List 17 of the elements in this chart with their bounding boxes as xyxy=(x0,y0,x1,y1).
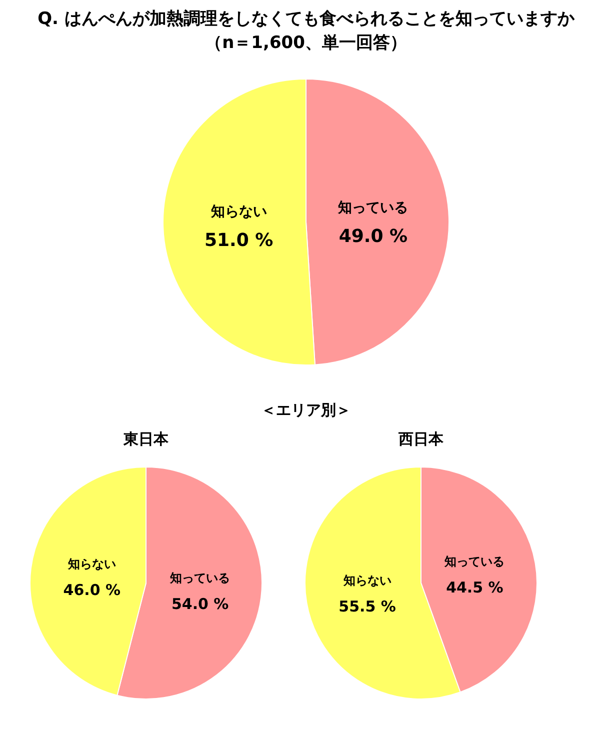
data-label: 46.0 % xyxy=(63,581,121,600)
data-label: 54.0 % xyxy=(171,594,229,613)
slice-label: 知っている xyxy=(444,554,505,569)
data-label: 44.5 % xyxy=(446,578,504,597)
slice-label: 知らない xyxy=(66,557,116,572)
data-label: 51.0 % xyxy=(204,230,274,252)
chart-subtitle: （n＝1,600、単一回答） xyxy=(205,33,407,53)
slice-label: 知らない xyxy=(342,573,392,588)
slice-label: 知っている xyxy=(169,570,230,585)
chart-title: 西日本 xyxy=(398,430,444,448)
chart-title: 東日本 xyxy=(122,430,170,448)
data-label: 49.0 % xyxy=(338,226,408,247)
text: ＜エリア別＞ xyxy=(261,401,351,419)
slice-label: 知っている xyxy=(337,200,408,216)
slice-label: 知らない xyxy=(210,204,267,220)
chart-title: Q. はんぺんが加熱調理をしなくても食べられることを知っていますか xyxy=(38,9,576,29)
data-label: 55.5 % xyxy=(338,597,396,616)
